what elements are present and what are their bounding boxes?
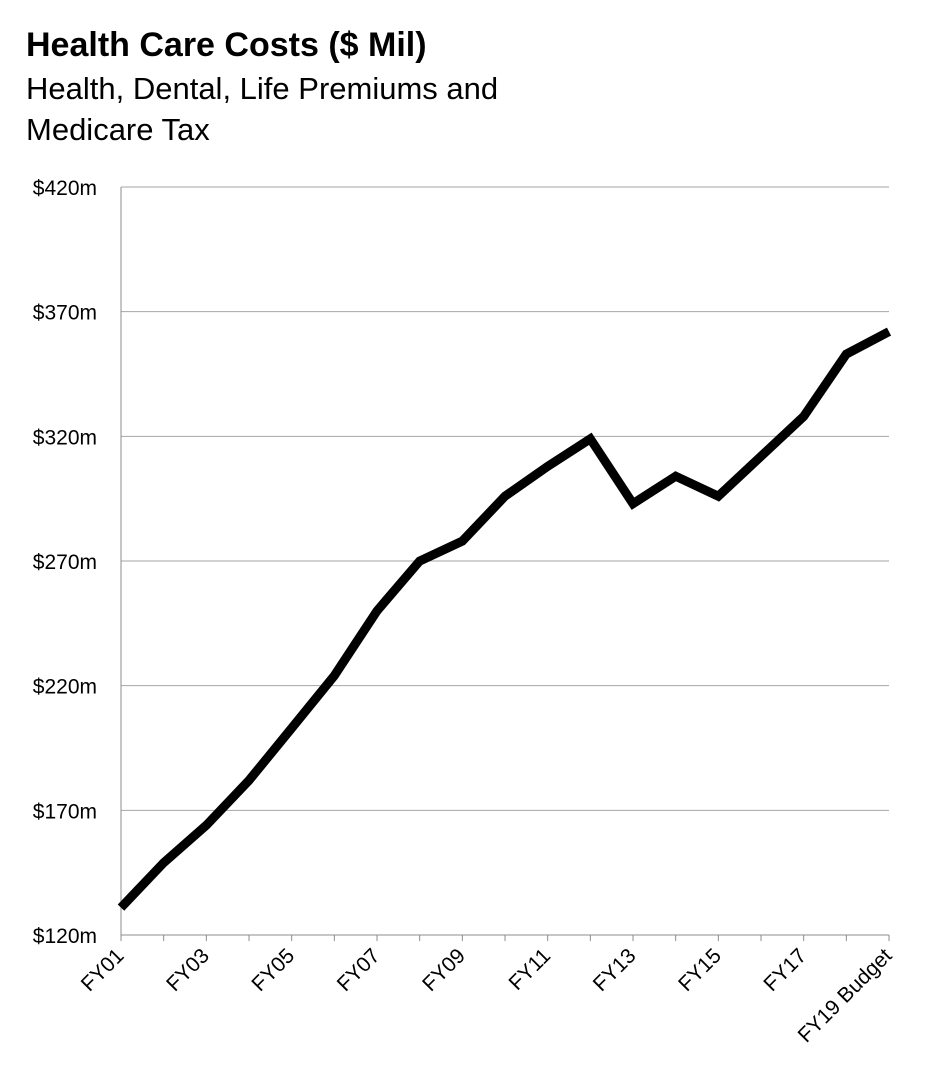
- x-tick-label: FY01: [77, 944, 129, 996]
- y-axis: $120m $170m $220m $270m $320m $370m $420m: [33, 177, 122, 948]
- x-tick-label: FY05: [247, 944, 299, 996]
- series-layer: [117, 327, 892, 911]
- series-line-0: [117, 327, 892, 911]
- chart-subtitle: Health, Dental, Life Premiums and Medica…: [26, 71, 499, 147]
- y-tick-label: $420m: [33, 177, 97, 200]
- y-tick-label: $120m: [33, 925, 97, 948]
- y-tick-label: $220m: [33, 676, 97, 699]
- y-tick-label: $320m: [33, 426, 97, 449]
- x-tick-label: FY15: [674, 944, 726, 996]
- chart-header: Health Care Costs ($ Mil) Health, Dental…: [26, 24, 666, 150]
- y-tick-label: $170m: [33, 800, 97, 823]
- x-tick-label: FY07: [333, 944, 385, 996]
- x-tick-label: FY11: [505, 944, 556, 995]
- grid-lines: [121, 186, 889, 811]
- y-tick-label: $270m: [33, 551, 97, 574]
- x-tick-label: FY13: [589, 944, 641, 996]
- x-tick-label: FY17: [759, 944, 811, 996]
- y-tick-label: $370m: [33, 302, 97, 325]
- x-tick-label: FY09: [418, 944, 470, 996]
- x-axis: FY01 FY03 FY05 FY07 FY09 FY11 FY13 FY15 FY17FY19…: [77, 934, 897, 1047]
- chart-title: Health Care Costs ($ Mil): [26, 26, 427, 64]
- x-tick-label: FY03: [162, 944, 214, 996]
